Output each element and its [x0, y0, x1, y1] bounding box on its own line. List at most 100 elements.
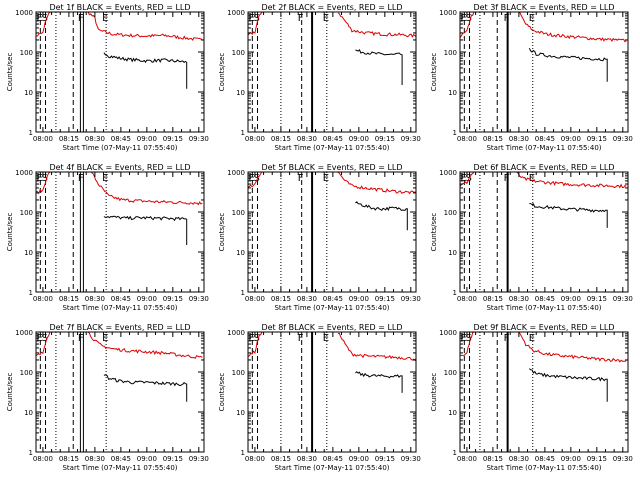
x-tick-label: 09:30 — [613, 135, 633, 143]
marker-label: E — [36, 333, 42, 344]
y-tick-label: 10 — [448, 89, 457, 97]
x-tick-label: 08:30 — [297, 295, 317, 303]
x-tick-label: 08:30 — [509, 295, 529, 303]
marker-label: E — [323, 13, 329, 24]
x-tick-label: 08:30 — [85, 295, 105, 303]
y-tick-label: 10 — [236, 89, 245, 97]
x-axis-label: Start Time (07-May-11 07:55:40) — [62, 304, 177, 312]
y-tick-label: 1 — [29, 289, 33, 297]
x-tick-label: 09:15 — [163, 455, 183, 463]
lld-series-2 — [87, 12, 203, 41]
lld-series-2 — [91, 172, 203, 206]
plot-frame — [459, 171, 629, 293]
marker-label: E — [102, 13, 108, 24]
y-tick-label: 1 — [453, 449, 457, 457]
y-tick-label: 1000 — [15, 329, 33, 337]
lld-series-2 — [87, 332, 203, 360]
chart-title: Det 2f BLACK = Events, RED = LLD — [261, 3, 402, 12]
plot-frame — [459, 11, 629, 133]
marker-label: E — [248, 173, 254, 184]
y-tick-label: 10 — [24, 409, 33, 417]
y-tick-label: 100 — [232, 209, 245, 217]
events-series-3 — [103, 52, 188, 89]
y-tick-label: 1000 — [15, 9, 33, 17]
marker-label: S — [254, 13, 260, 24]
x-tick-label: 08:00 — [457, 135, 477, 143]
x-tick-label: 09:15 — [587, 135, 607, 143]
marker-label: F — [504, 13, 510, 24]
y-tick-label: 100 — [444, 369, 457, 377]
y-axis-label: Counts/sec — [218, 373, 226, 412]
y-tick-label: 10 — [448, 409, 457, 417]
marker-label: S — [42, 333, 48, 344]
x-axis-label: Start Time (07-May-11 07:55:40) — [486, 464, 601, 472]
chart-title: Det 4f BLACK = Events, RED = LLD — [49, 163, 190, 172]
chart-title: Det 7f BLACK = Events, RED = LLD — [49, 323, 190, 332]
events-series-3 — [528, 47, 608, 82]
marker-label: E — [248, 333, 254, 344]
x-tick-label: 08:45 — [535, 135, 555, 143]
marker-label: F — [298, 173, 304, 184]
lld-series-2 — [518, 332, 627, 363]
chart-title: Det 5f BLACK = Events, RED = LLD — [261, 163, 402, 172]
x-tick-label: 09:30 — [189, 455, 209, 463]
y-tick-label: 100 — [444, 209, 457, 217]
lld-series-1 — [36, 172, 51, 195]
x-tick-label: 09:15 — [375, 295, 395, 303]
y-axis-label: Counts/sec — [430, 373, 438, 412]
x-tick-label: 08:30 — [297, 135, 317, 143]
x-axis-label: Start Time (07-May-11 07:55:40) — [274, 144, 389, 152]
marker-label: E — [460, 173, 466, 184]
marker-label: F — [78, 333, 84, 344]
y-tick-label: 10 — [236, 249, 245, 257]
marker-label: F — [78, 173, 84, 184]
x-tick-label: 09:00 — [561, 135, 581, 143]
marker-label: E — [102, 173, 108, 184]
marker-label: E — [460, 13, 466, 24]
y-tick-label: 1000 — [227, 9, 245, 17]
x-tick-label: 08:30 — [509, 135, 529, 143]
y-axis-label: Counts/sec — [430, 213, 438, 252]
x-axis-label: Start Time (07-May-11 07:55:40) — [486, 304, 601, 312]
x-tick-label: 08:45 — [111, 135, 131, 143]
y-tick-label: 1000 — [15, 169, 33, 177]
x-tick-label: 09:00 — [349, 455, 369, 463]
x-tick-label: 09:00 — [561, 295, 581, 303]
plot-frame — [247, 331, 417, 453]
y-axis-label: Counts/sec — [6, 53, 14, 92]
x-tick-label: 09:30 — [189, 295, 209, 303]
marker-label: E — [36, 173, 42, 184]
x-tick-label: 09:30 — [401, 295, 421, 303]
x-tick-label: 09:30 — [401, 135, 421, 143]
y-tick-label: 10 — [448, 249, 457, 257]
y-axis-label: Counts/sec — [6, 213, 14, 252]
y-tick-label: 100 — [444, 49, 457, 57]
x-tick-label: 08:30 — [297, 455, 317, 463]
lld-series-1 — [248, 12, 263, 36]
y-tick-label: 1 — [241, 289, 245, 297]
x-tick-label: 09:00 — [137, 295, 157, 303]
x-tick-label: 08:15 — [483, 135, 503, 143]
x-tick-label: 08:00 — [245, 295, 265, 303]
lld-series-2 — [518, 12, 627, 43]
events-series-3 — [529, 202, 608, 228]
y-axis-label: Counts/sec — [430, 53, 438, 92]
marker-label: F — [298, 13, 304, 24]
y-tick-label: 1000 — [439, 329, 457, 337]
x-tick-label: 08:15 — [483, 455, 503, 463]
marker-label: E — [248, 13, 254, 24]
x-tick-label: 08:30 — [509, 455, 529, 463]
lld-series-1 — [460, 172, 475, 188]
lld-series-1 — [460, 12, 475, 39]
x-tick-label: 09:00 — [349, 135, 369, 143]
chart-title: Det 1f BLACK = Events, RED = LLD — [49, 3, 190, 12]
x-tick-label: 08:00 — [245, 455, 265, 463]
events-series-3 — [355, 201, 408, 231]
lld-series-1 — [248, 332, 263, 358]
x-axis-label: Start Time (07-May-11 07:55:40) — [486, 144, 601, 152]
